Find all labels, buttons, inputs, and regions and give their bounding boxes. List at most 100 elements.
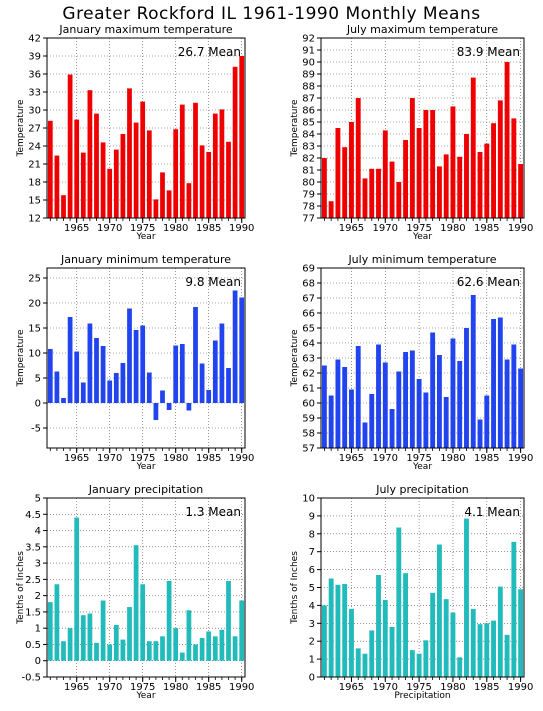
x-tick-label: 1980	[163, 453, 188, 464]
bar	[47, 349, 53, 403]
x-tick-label: 1980	[440, 682, 465, 693]
bar	[226, 141, 231, 218]
bar	[430, 110, 436, 218]
y-tick-label: 80	[302, 178, 315, 189]
y-tick-label: 3.5	[25, 542, 41, 553]
y-tick-label: 77	[302, 214, 315, 225]
y-tick-label: 4	[35, 526, 41, 537]
bar	[450, 106, 456, 218]
y-tick-label: 65	[302, 324, 315, 335]
chart-panel-jan-precip: -0.5 0 0.5 1 1.5 2 2.5 3 3.5 4 4.5 5 1965 1970 1975 198…	[16, 483, 254, 701]
bar	[328, 201, 334, 218]
bar	[206, 390, 212, 403]
y-tick-label: 8	[309, 529, 315, 540]
mean-label: 4.1 Mean	[464, 505, 520, 519]
x-tick-label: 1965	[339, 223, 364, 234]
y-tick-label: 78	[302, 202, 315, 213]
bar	[173, 345, 179, 403]
bar	[484, 143, 490, 218]
bar	[409, 350, 415, 448]
bar	[146, 130, 152, 218]
bar	[504, 359, 510, 448]
bar	[362, 653, 368, 677]
y-tick-label: 59	[302, 414, 315, 425]
mean-label: 26.7 Mean	[178, 45, 241, 59]
bar	[239, 297, 245, 403]
x-axis-label: Precipitation	[394, 691, 450, 701]
bar	[376, 574, 381, 677]
bar	[232, 636, 238, 661]
y-tick-label: 0	[35, 656, 41, 667]
y-tick-label: 12	[28, 214, 41, 225]
bar	[436, 544, 442, 677]
bar	[396, 527, 402, 677]
x-tick-label: 1975	[406, 682, 431, 693]
y-tick-label: 20	[28, 299, 41, 310]
chart-panel-jan-min: -5 0 5 10 15 20 25 1965 1970 1975 1980 1985 1990 Janu…	[16, 253, 254, 472]
x-tick-label: 1980	[440, 223, 465, 234]
bar	[518, 368, 524, 448]
y-tick-label: 79	[302, 190, 315, 201]
x-axis-label: Year	[135, 691, 155, 701]
y-tick-label: 84	[302, 130, 315, 141]
bar	[497, 100, 503, 218]
x-tick-label: 1970	[97, 453, 122, 464]
bar	[477, 419, 483, 448]
x-tick-label: 1970	[97, 682, 122, 693]
bar	[349, 608, 354, 677]
y-tick-label: 21	[28, 160, 41, 171]
x-axis-label: Year	[135, 232, 155, 242]
bar	[518, 164, 524, 218]
y-tick-label: 86	[302, 106, 315, 117]
x-tick-label: 1970	[373, 453, 398, 464]
bar	[423, 392, 429, 448]
bar	[504, 62, 510, 218]
bar	[362, 422, 368, 448]
y-axis-label: Temperature	[290, 329, 300, 387]
bar	[403, 573, 409, 677]
x-tick-label: 1990	[508, 453, 533, 464]
bar	[226, 368, 231, 403]
main-title: Greater Rockford IL 1961-1990 Monthly Me…	[62, 4, 481, 24]
bar	[219, 323, 225, 403]
bar	[396, 371, 402, 448]
bar	[430, 332, 436, 448]
bar	[349, 389, 354, 448]
bar	[342, 147, 348, 218]
bar	[54, 584, 60, 661]
x-tick-label: 1970	[97, 223, 122, 234]
bar	[153, 641, 159, 661]
x-tick-label: 1975	[130, 682, 155, 693]
y-tick-label: 92	[302, 34, 315, 45]
bar	[133, 122, 139, 218]
bar	[355, 346, 361, 448]
bar	[484, 623, 490, 677]
bar	[457, 156, 463, 218]
bar	[430, 592, 436, 677]
bar	[160, 636, 165, 661]
bar	[232, 290, 238, 403]
y-tick-label: 67	[302, 294, 315, 305]
bar	[219, 629, 225, 661]
bar	[497, 317, 503, 448]
bar	[443, 397, 449, 448]
bar	[409, 98, 415, 218]
y-tick-label: 6	[309, 565, 315, 576]
bar	[457, 657, 463, 677]
y-tick-label: 15	[28, 324, 41, 335]
bar	[120, 639, 126, 661]
y-tick-label: 30	[28, 106, 41, 117]
bar	[470, 295, 476, 448]
bar	[342, 583, 348, 677]
bar	[61, 641, 66, 661]
bar	[511, 541, 517, 677]
y-tick-label: 2.5	[25, 575, 41, 586]
bar	[376, 344, 381, 448]
bar	[120, 134, 126, 218]
y-tick-label: 83	[302, 142, 315, 153]
bar	[166, 190, 172, 218]
bar	[74, 517, 80, 661]
bar	[113, 624, 119, 661]
y-tick-label: 69	[302, 264, 315, 275]
bar	[100, 346, 106, 403]
